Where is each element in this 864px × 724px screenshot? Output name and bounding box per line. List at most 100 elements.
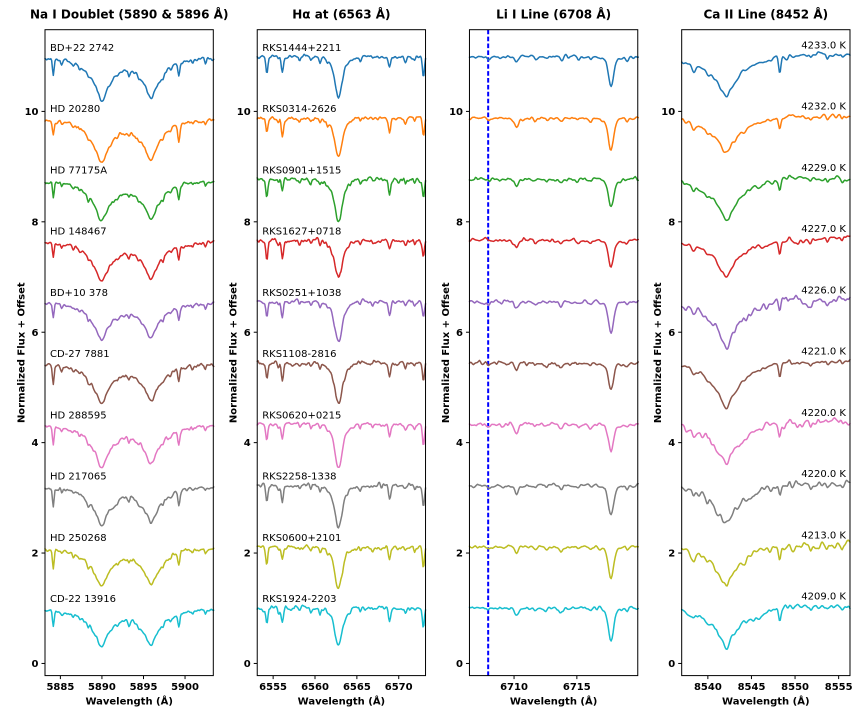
panel-title: Hα at (6563 Å) <box>292 7 390 22</box>
series-label: BD+10 378 <box>50 288 108 299</box>
series-label: 4227.0 K <box>801 224 846 235</box>
y-tick-label: 0 <box>244 659 251 670</box>
x-tick-label: 5885 <box>46 682 74 693</box>
y-axis-label: Normalized Flux + Offset <box>653 282 664 423</box>
spectrum-line <box>256 359 427 404</box>
spectrum-line <box>468 421 640 453</box>
spectrum-line <box>468 544 640 580</box>
series-label: RKS2258-1338 <box>262 472 336 483</box>
series-label: 4213.0 K <box>801 531 846 542</box>
spectrum-line <box>468 299 640 334</box>
x-tick-label: 6715 <box>563 682 591 693</box>
series-label: 4221.0 K <box>801 347 846 358</box>
x-axis-label: Wavelength (Å) <box>85 695 172 708</box>
y-tick-label: 0 <box>668 659 675 670</box>
panel-2: 6710 6715 0 2 4 6 8 10 Li I Line (6708 Å) Wavelen… <box>441 7 640 708</box>
spectrum-line <box>680 603 851 651</box>
spectrum-line <box>256 176 427 223</box>
spectrum-line <box>256 116 427 158</box>
series-label: CD-22 13916 <box>50 594 116 605</box>
y-axis-label: Normalized Flux + Offset <box>441 282 452 423</box>
x-tick-label: 6565 <box>343 682 371 693</box>
y-tick-label: 6 <box>32 328 39 339</box>
series-label: RKS1924-2203 <box>262 594 336 605</box>
x-axis-label: Wavelength (Å) <box>722 695 809 708</box>
y-tick-label: 6 <box>668 328 675 339</box>
spectrum-line <box>680 358 851 410</box>
spectrum-line <box>680 51 851 98</box>
x-tick-label: 6555 <box>259 682 287 693</box>
spectrum-line <box>44 486 215 527</box>
x-tick-label: 8540 <box>694 682 722 693</box>
x-tick-label: 6560 <box>301 682 329 693</box>
x-tick-label: 5900 <box>171 682 199 693</box>
y-tick-label: 2 <box>456 549 463 560</box>
y-tick-label: 4 <box>244 438 251 449</box>
y-tick-label: 4 <box>456 438 463 449</box>
spectrum-line <box>468 605 640 642</box>
spectrum-line <box>680 174 851 222</box>
axes-frame <box>681 29 851 677</box>
y-tick-label: 10 <box>449 107 463 118</box>
spectrum-line <box>680 479 851 524</box>
series-label: 4220.0 K <box>801 408 846 419</box>
spectrum-line <box>44 362 215 405</box>
spectrum-line <box>44 240 215 282</box>
spectrum-line <box>468 116 640 151</box>
spectrum-line <box>468 53 640 88</box>
series-label: RKS0620+0215 <box>262 410 341 421</box>
y-tick-label: 8 <box>668 217 675 228</box>
y-tick-label: 10 <box>661 107 675 118</box>
spectrum-line <box>468 482 640 516</box>
x-tick-label: 5890 <box>88 682 116 693</box>
series-label: HD 77175A <box>50 165 107 176</box>
spectrum-line <box>44 608 215 648</box>
spectrum-line <box>44 118 215 163</box>
spectrum-line <box>468 236 640 268</box>
x-tick-label: 6570 <box>385 682 413 693</box>
x-tick-label: 8550 <box>781 682 809 693</box>
series-label: 4233.0 K <box>801 40 846 51</box>
y-tick-label: 6 <box>244 328 251 339</box>
spectrum-line <box>256 604 427 646</box>
series-label: RKS0901+1515 <box>262 165 341 176</box>
y-tick-label: 8 <box>244 217 251 228</box>
spectrum-line <box>680 539 851 587</box>
series-label: HD 20280 <box>50 104 100 115</box>
series-label: 4226.0 K <box>801 285 846 296</box>
spectrum-line <box>256 421 427 469</box>
series-label: HD 288595 <box>50 410 107 421</box>
series-label: RKS0600+2101 <box>262 533 341 544</box>
spectrum-line <box>468 359 640 390</box>
spectrum-line <box>468 175 640 208</box>
x-tick-label: 6710 <box>500 682 528 693</box>
spectrum-line <box>256 544 427 590</box>
spectrum-line <box>44 547 215 587</box>
panel-title: Li I Line (6708 Å) <box>496 7 611 22</box>
spectrum-line <box>256 481 427 529</box>
x-tick-label: 8545 <box>738 682 766 693</box>
x-tick-label: 8555 <box>825 682 853 693</box>
spectrum-line <box>44 301 215 342</box>
y-tick-label: 2 <box>244 549 251 560</box>
spectrum-line <box>256 298 427 343</box>
spectrum-line <box>44 180 215 222</box>
series-label: 4232.0 K <box>801 102 846 113</box>
y-tick-label: 4 <box>668 438 675 449</box>
y-tick-label: 10 <box>237 107 251 118</box>
series-label: 4229.0 K <box>801 163 846 174</box>
spectrum-line <box>680 235 851 278</box>
panel-1: RKS1444+2211 RKS0314-2626 RKS0901+1515 RKS1… <box>229 7 427 708</box>
y-tick-label: 2 <box>32 549 39 560</box>
series-label: 4220.0 K <box>801 469 846 480</box>
y-tick-label: 0 <box>32 659 39 670</box>
spectrum-line <box>44 424 215 469</box>
series-label: RKS0314-2626 <box>262 104 336 115</box>
y-tick-label: 10 <box>25 107 39 118</box>
series-label: RKS1444+2211 <box>262 43 341 54</box>
panel-0: BD+22 2742 HD 20280 HD 77175A HD 148467 BD+1… <box>17 7 229 708</box>
y-tick-label: 4 <box>32 438 39 449</box>
series-label: HD 250268 <box>50 533 107 544</box>
